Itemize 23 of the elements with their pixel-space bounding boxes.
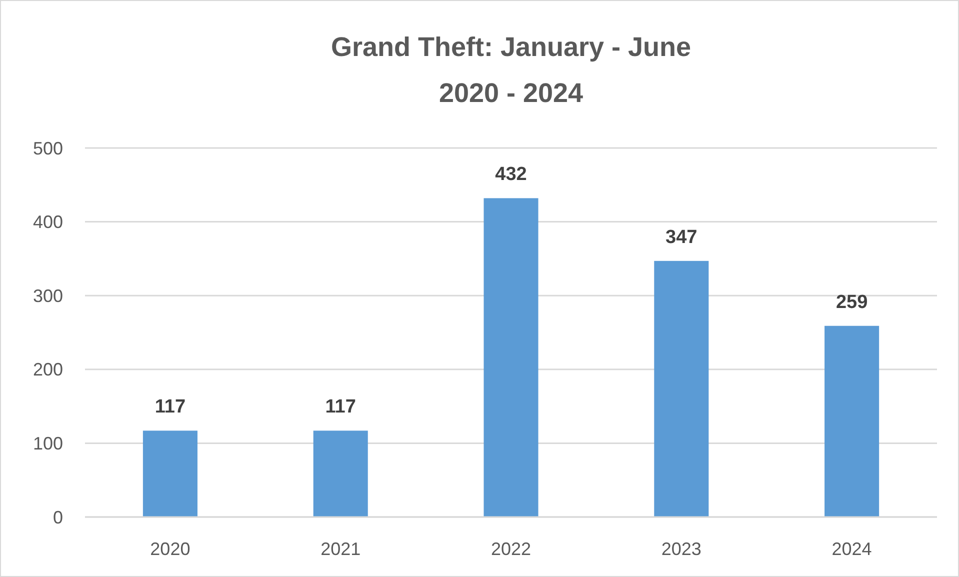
bar [142, 430, 198, 517]
x-tick-label: 2021 [320, 539, 361, 559]
x-tick-label: 2023 [661, 539, 702, 559]
y-tick-label: 0 [52, 507, 63, 528]
bar [313, 430, 368, 517]
bar [824, 326, 880, 517]
data-label: 432 [495, 164, 527, 186]
x-tick-label: 2024 [832, 539, 872, 559]
chart-title: Grand Theft: January - June [330, 32, 692, 62]
data-label: 259 [836, 292, 868, 313]
y-tick-label: 500 [32, 138, 63, 158]
chart-subtitle: 2020 - 2024 [438, 78, 584, 108]
x-tick-label: 2020 [150, 539, 190, 559]
y-tick-label: 200 [32, 360, 63, 380]
y-tick-label: 300 [32, 286, 63, 306]
data-label: 117 [325, 396, 356, 418]
data-label: 347 [666, 226, 698, 248]
y-tick-label: 400 [32, 212, 63, 232]
bar [484, 198, 538, 517]
data-label: 117 [154, 396, 186, 418]
y-tick-label: 100 [32, 434, 63, 454]
x-tick-label: 2022 [490, 539, 532, 559]
bar [654, 260, 709, 517]
